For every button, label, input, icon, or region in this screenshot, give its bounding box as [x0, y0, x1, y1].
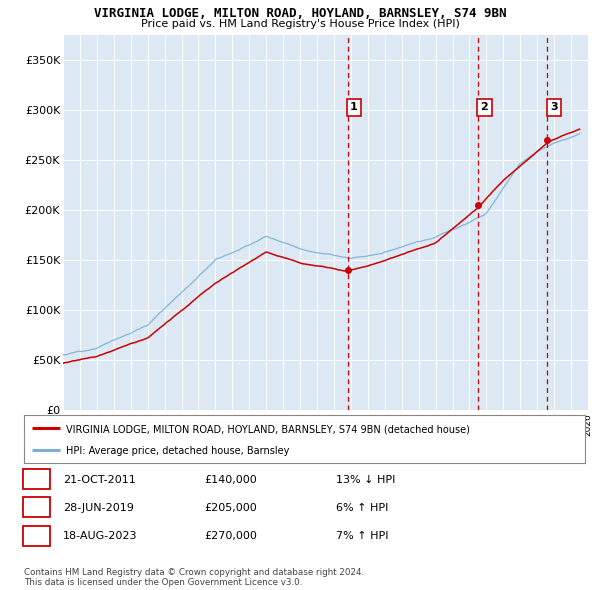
- Text: £140,000: £140,000: [204, 475, 257, 484]
- Text: Contains HM Land Registry data © Crown copyright and database right 2024.
This d: Contains HM Land Registry data © Crown c…: [24, 568, 364, 587]
- Text: 2: 2: [33, 503, 40, 513]
- Text: 18-AUG-2023: 18-AUG-2023: [63, 532, 137, 541]
- Text: £270,000: £270,000: [204, 532, 257, 541]
- Text: VIRGINIA LODGE, MILTON ROAD, HOYLAND, BARNSLEY, S74 9BN (detached house): VIRGINIA LODGE, MILTON ROAD, HOYLAND, BA…: [66, 424, 470, 434]
- Text: 1: 1: [33, 475, 40, 484]
- Text: 21-OCT-2011: 21-OCT-2011: [63, 475, 136, 484]
- Text: £205,000: £205,000: [204, 503, 257, 513]
- Text: 7% ↑ HPI: 7% ↑ HPI: [336, 532, 389, 541]
- Text: 13% ↓ HPI: 13% ↓ HPI: [336, 475, 395, 484]
- Text: VIRGINIA LODGE, MILTON ROAD, HOYLAND, BARNSLEY, S74 9BN: VIRGINIA LODGE, MILTON ROAD, HOYLAND, BA…: [94, 7, 506, 20]
- Text: 3: 3: [550, 102, 557, 112]
- Text: 2: 2: [481, 102, 488, 112]
- Text: 1: 1: [350, 102, 358, 112]
- Text: Price paid vs. HM Land Registry's House Price Index (HPI): Price paid vs. HM Land Registry's House …: [140, 19, 460, 29]
- Text: 6% ↑ HPI: 6% ↑ HPI: [336, 503, 388, 513]
- Text: 3: 3: [33, 532, 40, 541]
- Text: HPI: Average price, detached house, Barnsley: HPI: Average price, detached house, Barn…: [66, 445, 289, 455]
- Text: 28-JUN-2019: 28-JUN-2019: [63, 503, 134, 513]
